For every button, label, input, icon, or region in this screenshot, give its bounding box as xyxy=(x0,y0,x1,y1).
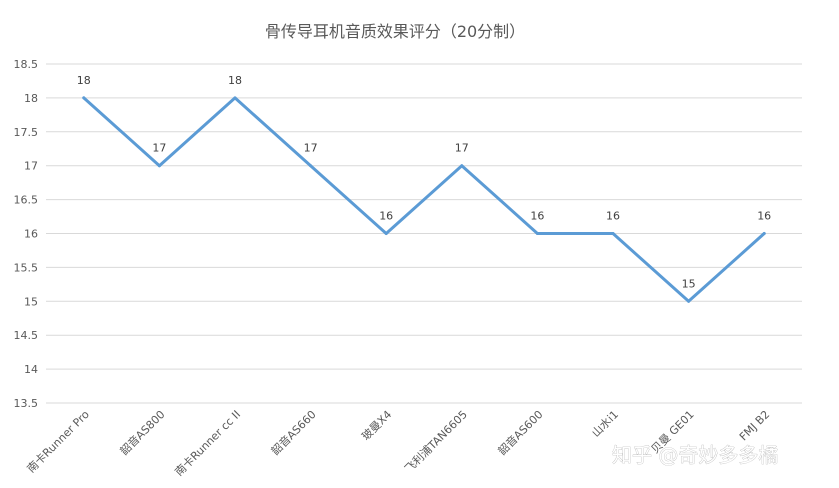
y-tick-label: 14 xyxy=(24,363,38,376)
grid xyxy=(46,63,802,404)
y-tick-label: 13.5 xyxy=(14,397,39,410)
data-label: 17 xyxy=(152,142,166,155)
data-label: 17 xyxy=(304,142,318,155)
x-tick-label: FMJ B2 xyxy=(737,408,772,443)
data-point xyxy=(384,232,388,235)
x-tick-label: 南卡Runner Pro xyxy=(25,408,93,476)
x-tick-label: 玻曼X4 xyxy=(359,408,394,443)
y-tick-label: 15.5 xyxy=(14,261,39,274)
watermark: 知乎 @奇妙多多橘 xyxy=(612,443,778,467)
data-point xyxy=(309,164,313,168)
x-tick-label: 南卡Runner cc II xyxy=(172,408,243,479)
data-point xyxy=(157,164,161,168)
y-tick-label: 17.5 xyxy=(14,126,39,139)
x-tick-label: 韶音AS600 xyxy=(495,407,546,458)
x-tick-label: 山水i1 xyxy=(589,408,621,440)
data-label: 16 xyxy=(606,210,620,223)
data-label: 18 xyxy=(228,74,242,87)
data-point xyxy=(460,164,464,168)
data-point xyxy=(233,96,237,100)
y-tick-label: 18 xyxy=(24,92,38,105)
data-point xyxy=(687,299,691,303)
data-label: 16 xyxy=(530,210,544,223)
data-point xyxy=(82,96,86,100)
data-point xyxy=(611,232,615,235)
data-labels: 18 17 18 17 16 17 16 16 15 16 xyxy=(77,74,771,303)
data-label: 18 xyxy=(77,74,91,87)
x-tick-label: 韶音AS800 xyxy=(117,407,168,458)
y-axis-ticks: 18.5 18 17.5 17 16.5 16 15.5 15 14.5 14 13.5 xyxy=(14,58,39,410)
data-label: 16 xyxy=(757,210,771,223)
data-label: 16 xyxy=(379,210,393,223)
y-tick-label: 14.5 xyxy=(14,329,39,342)
x-tick-label: 韶音AS660 xyxy=(268,407,319,458)
data-point xyxy=(762,232,766,235)
y-tick-label: 16.5 xyxy=(14,194,39,207)
chart-title: 骨传导耳机音质效果评分（20分制） xyxy=(265,22,525,41)
data-label: 15 xyxy=(682,277,696,290)
y-tick-label: 15 xyxy=(24,295,38,308)
y-tick-label: 18.5 xyxy=(14,58,39,71)
x-tick-label: 飞利浦TAN6605 xyxy=(402,408,470,476)
series-line xyxy=(82,96,766,303)
data-label: 17 xyxy=(455,142,469,155)
data-point xyxy=(535,232,539,235)
y-tick-label: 16 xyxy=(24,228,38,241)
y-tick-label: 17 xyxy=(24,160,38,173)
